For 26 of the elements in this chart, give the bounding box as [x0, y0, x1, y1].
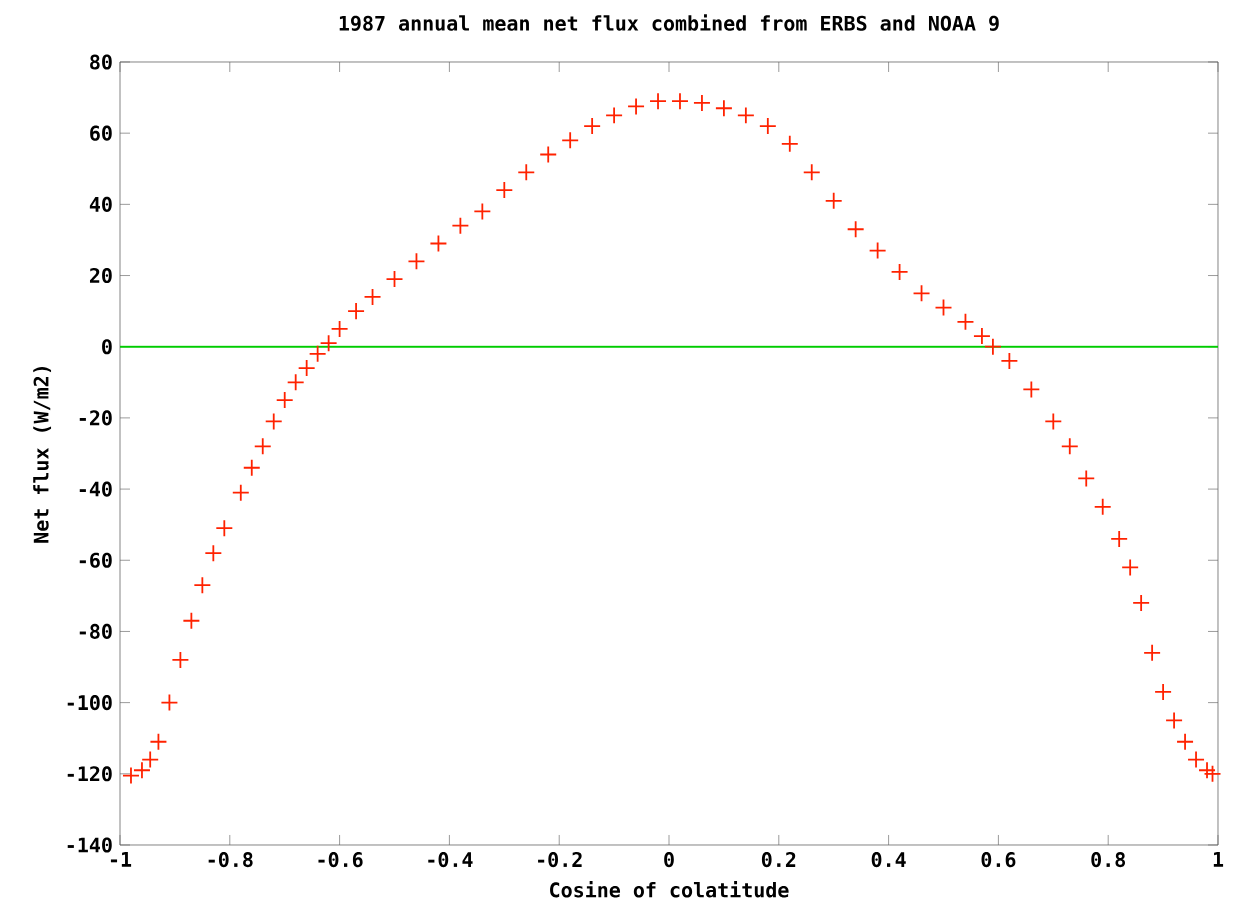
y-tick-label: -140: [67, 837, 112, 853]
x-tick-label: 0.6: [981, 852, 1016, 868]
y-tick-label: 20: [89, 267, 112, 284]
x-tick-label: -0.8: [208, 852, 253, 868]
x-tick-label: 0.2: [761, 852, 796, 868]
y-tick-label: -100: [67, 695, 112, 711]
x-tick-label: 0: [664, 852, 674, 868]
x-tick-label: 1: [1213, 852, 1224, 867]
y-tick-label: -40: [79, 481, 112, 497]
x-tick-label: -0.2: [538, 852, 582, 868]
y-tick-label: 40: [89, 196, 112, 212]
y-tick-label: -20: [79, 410, 112, 426]
y-tick-label: 60: [90, 125, 112, 141]
chart-title: 1987 annual mean net flux combined from ERBS and NOAA 9: [339, 14, 999, 31]
y-tick-label: 0: [102, 339, 112, 355]
x-tick-label: -0.4: [428, 852, 473, 868]
x-tick-label: -1: [110, 852, 132, 867]
y-tick-label: -80: [79, 623, 112, 639]
y-axis-title: Net flux (W/m2): [33, 366, 52, 543]
x-tick-label: 0.8: [1091, 852, 1126, 868]
x-tick-label: -0.6: [318, 852, 363, 868]
x-axis-title: Cosine of colatitude: [550, 880, 789, 898]
y-tick-label: -120: [67, 766, 112, 782]
x-tick-label: 0.4: [871, 852, 906, 868]
y-tick-label: 80: [90, 54, 112, 70]
y-tick-label: -60: [79, 552, 112, 568]
